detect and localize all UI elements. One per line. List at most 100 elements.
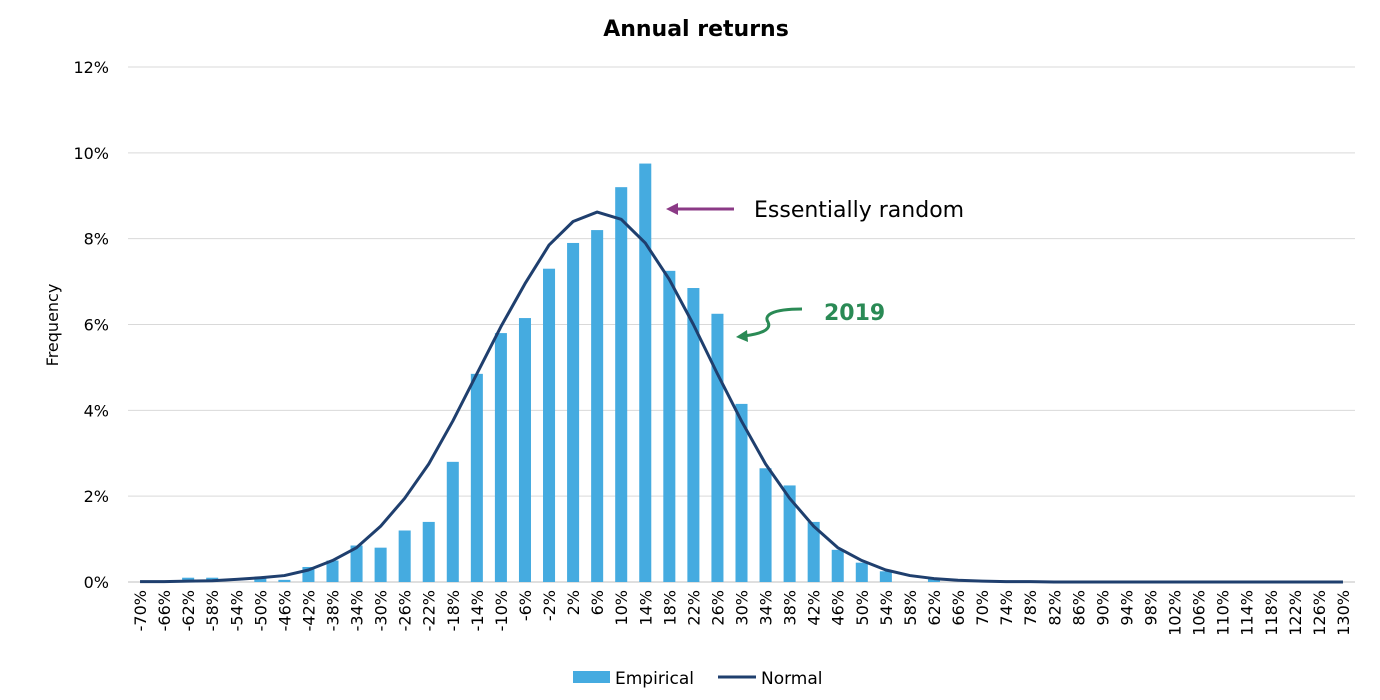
bar-empirical: [374, 547, 387, 582]
x-tick-label: 94%: [1117, 590, 1136, 626]
legend: Empirical Normal: [573, 669, 823, 689]
y-tick-label: 8%: [84, 230, 109, 249]
x-tick-label: 54%: [877, 590, 896, 626]
bar-empirical: [639, 163, 652, 582]
bar-empirical: [518, 318, 531, 582]
bar-empirical: [470, 373, 483, 582]
y-tick-label: 4%: [84, 401, 109, 420]
normal-curve: [140, 210, 1343, 584]
bar-empirical: [735, 403, 748, 582]
x-tick-label: 122%: [1286, 590, 1305, 636]
annotation-arrowhead-random: [666, 203, 678, 215]
x-tick-label: 30%: [733, 590, 752, 626]
bar-empirical: [615, 187, 628, 582]
x-tick-label: -70%: [131, 590, 150, 631]
x-tick-label: 130%: [1334, 590, 1353, 636]
x-tick-label: 10%: [612, 590, 631, 626]
x-tick-label: -46%: [275, 590, 294, 631]
x-tick-label: 14%: [636, 590, 655, 626]
x-tick-label: 6%: [588, 590, 607, 615]
x-tick-label: 74%: [997, 590, 1016, 626]
bar-empirical: [278, 579, 291, 582]
bar-empirical: [687, 288, 700, 582]
x-tick-label: 58%: [901, 590, 920, 626]
x-tick-label: 50%: [853, 590, 872, 626]
x-tick-label: -42%: [299, 590, 318, 631]
bar-empirical: [807, 521, 820, 582]
x-tick-label: -58%: [203, 590, 222, 631]
annotation-2019: 2019: [736, 301, 885, 342]
x-tick-label: -6%: [516, 590, 535, 621]
x-tick-label: 82%: [1045, 590, 1064, 626]
bar-empirical: [494, 333, 507, 582]
bar-empirical: [422, 521, 435, 582]
bar-empirical: [350, 545, 363, 582]
x-tick-label: -30%: [372, 590, 391, 631]
x-tick-label: 114%: [1238, 590, 1257, 636]
y-tick-label: 2%: [84, 487, 109, 506]
x-tick-label: 18%: [660, 590, 679, 626]
y-tick-label: 0%: [84, 573, 109, 592]
x-tick-label: -26%: [396, 590, 415, 631]
line-normal: [140, 210, 1343, 584]
legend-swatch-empirical: [573, 671, 610, 683]
empirical-bars: [182, 163, 940, 583]
x-tick-label: 46%: [829, 590, 848, 626]
x-tick-label: 2%: [564, 590, 583, 615]
x-tick-label: -10%: [492, 590, 511, 631]
bar-empirical: [855, 562, 868, 582]
bar-empirical: [398, 530, 411, 582]
x-tick-label: 26%: [708, 590, 727, 626]
x-tick-label: 90%: [1093, 590, 1112, 626]
x-tick-label: 118%: [1262, 590, 1281, 636]
x-tick-label: -38%: [324, 590, 343, 631]
bar-empirical: [759, 468, 772, 582]
x-tick-label: 34%: [757, 590, 776, 626]
bar-empirical: [326, 560, 339, 582]
x-tick-label: 86%: [1069, 590, 1088, 626]
bar-empirical: [879, 571, 892, 582]
x-tick-label: 62%: [925, 590, 944, 626]
chart-title: Annual returns: [603, 17, 789, 42]
bar-empirical: [711, 313, 724, 582]
x-tick-label: 42%: [805, 590, 824, 626]
legend-label-empirical: Empirical: [615, 669, 694, 689]
bar-empirical: [591, 230, 604, 583]
y-axis-label: Frequency: [43, 284, 62, 367]
x-tick-label: -34%: [348, 590, 367, 631]
bar-empirical: [783, 485, 796, 582]
bar-empirical: [543, 268, 556, 582]
x-tick-label: 98%: [1142, 590, 1161, 626]
bar-empirical: [254, 577, 267, 582]
x-tick-label: -62%: [179, 590, 198, 631]
x-tick-label: -2%: [540, 590, 559, 621]
annotation-text-2019: 2019: [824, 301, 885, 326]
x-tick-label: -18%: [444, 590, 463, 631]
annotation-essentially-random: Essentially random: [666, 198, 964, 223]
x-tick-label: 102%: [1166, 590, 1185, 636]
annotation-text-random: Essentially random: [754, 198, 964, 223]
x-tick-label: -22%: [420, 590, 439, 631]
x-tick-label: 78%: [1021, 590, 1040, 626]
x-tick-label: 66%: [949, 590, 968, 626]
bar-empirical: [831, 549, 844, 582]
x-tick-label: -54%: [227, 590, 246, 631]
bar-empirical: [663, 270, 676, 582]
x-tick-label: 38%: [781, 590, 800, 626]
x-axis-ticks: -70% -66% -62% -58% -54% -50% -46% -42% -38% -34%…: [131, 590, 1353, 636]
x-tick-label: 70%: [973, 590, 992, 626]
legend-label-normal: Normal: [761, 669, 823, 689]
y-tick-label: 10%: [73, 144, 109, 163]
annotation-arrow-2019: [743, 307, 803, 338]
y-tick-label: 12%: [73, 58, 109, 77]
bar-empirical: [567, 242, 580, 583]
x-tick-label: -66%: [155, 590, 174, 631]
x-tick-label: -14%: [468, 590, 487, 631]
x-tick-label: -50%: [251, 590, 270, 631]
annotation-arrowhead-2019: [736, 330, 748, 342]
y-axis-ticks: 0% 2% 4% 6% 8% 10% 12%: [73, 58, 109, 592]
x-tick-label: 126%: [1310, 590, 1329, 636]
x-tick-label: 22%: [684, 590, 703, 626]
